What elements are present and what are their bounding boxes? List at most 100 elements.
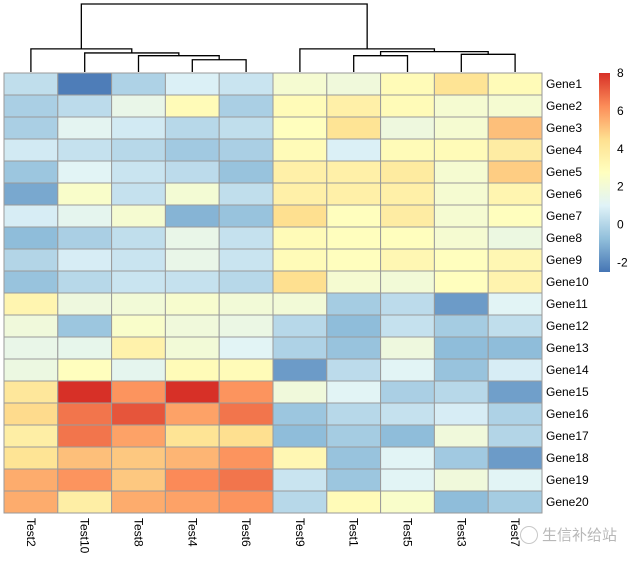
heatmap-cell [326,446,382,470]
heatmap-cell [433,270,489,294]
heatmap-cell [380,270,435,294]
heatmap-cell [326,468,382,492]
legend-tick-label: 4 [617,142,624,156]
row-label: Gene13 [546,341,589,355]
heatmap-cell [164,72,220,96]
heatmap-cell [57,94,113,118]
heatmap-cell [326,424,382,448]
heatmap-cell [272,292,328,316]
heatmap-cell [218,204,274,228]
heatmap-cell [57,314,113,338]
heatmap-cell [218,72,274,96]
heatmap-cell [272,226,328,250]
heatmap-cell [218,182,274,206]
row-label: Gene20 [546,495,589,509]
column-label: Test6 [239,518,253,547]
row-label: Gene12 [546,319,589,333]
heatmap-cell [57,380,113,404]
heatmap-cell [57,204,113,228]
heatmap-cell [487,380,543,404]
row-label: Gene16 [546,407,589,421]
heatmap-cell [111,358,166,382]
heatmap-cell [433,204,489,228]
heatmap-cell [218,314,274,338]
heatmap-cell [433,446,489,470]
heatmap-cell [326,116,382,140]
heatmap-cell [218,270,274,294]
heatmap-cell [57,490,113,514]
heatmap-cell [57,182,113,206]
heatmap-cell [164,380,220,404]
heatmap-cell [326,314,382,338]
heatmap-cell [433,72,489,96]
heatmap-cell [218,424,274,448]
row-label: Gene2 [546,99,582,113]
watermark-text: 生信补给站 [542,526,618,544]
heatmap-cell [433,248,489,272]
heatmap-cell [111,138,166,162]
heatmap-cell [3,402,59,426]
heatmap-cell [380,182,435,206]
legend-tick-label: -2 [617,256,628,270]
heatmap-cell [272,490,328,514]
heatmap-cell [218,446,274,470]
heatmap-cell [111,446,166,470]
heatmap-cell [218,116,274,140]
heatmap-cell [57,402,113,426]
heatmap-cell [272,116,328,140]
row-labels: Gene1 Gene2 Gene3 Gene4 Gene5 Gene6 Gene7 Gene8… [546,77,589,509]
heatmap-cell [380,358,435,382]
column-labels: Test2 Test10 Test8 Test4 Test6 Test9 Test1 Test… [24,518,522,554]
heatmap-cell [164,336,220,360]
row-label: Gene5 [546,165,582,179]
heatmap-cell [57,72,113,96]
heatmap-cell [272,468,328,492]
heatmap-cell [487,248,543,272]
heatmap-cell [272,204,328,228]
heatmap-cell [3,336,59,360]
heatmap-cell [487,160,543,184]
heatmap-cell [487,270,543,294]
heatmap-cell [111,402,166,426]
heatmap-cell [433,226,489,250]
heatmap-cell [218,402,274,426]
heatmap-cell [57,468,113,492]
row-label: Gene17 [546,429,589,443]
heatmap-cell [326,248,382,272]
heatmap-cell [326,182,382,206]
heatmap-cell [433,116,489,140]
heatmap-cell [218,468,274,492]
heatmap-cell [164,204,220,228]
heatmap-cell [57,292,113,316]
column-label: Test1 [347,518,361,547]
heatmap-cell [380,138,435,162]
color-legend-ticks: -2 0 2 4 6 8 [617,66,628,270]
row-label: Gene11 [546,297,588,311]
heatmap-cell [218,226,274,250]
heatmap-cell [433,182,489,206]
heatmap-cell [433,424,489,448]
heatmap-cell [218,160,274,184]
heatmap-cell [3,160,59,184]
heatmap-cell [487,314,543,338]
heatmap-cell [3,182,59,206]
row-label: Gene19 [546,473,589,487]
heatmap-cell [272,248,328,272]
column-dendrogram [30,3,516,72]
heatmap-cell [111,226,166,250]
heatmap-cell [164,94,220,118]
heatmap-cell [218,358,274,382]
heatmap-cell [111,292,166,316]
legend-tick-label: 2 [617,180,624,194]
heatmap-cell [111,314,166,338]
heatmap-cell [380,94,435,118]
row-label: Gene8 [546,231,582,245]
heatmap-cell [326,94,382,118]
heatmap-cell [3,424,59,448]
heatmap-cell [380,72,435,96]
heatmap-cell [326,402,382,426]
heatmap-cell [380,468,435,492]
heatmap-cell [57,424,113,448]
heatmap-cell [111,116,166,140]
